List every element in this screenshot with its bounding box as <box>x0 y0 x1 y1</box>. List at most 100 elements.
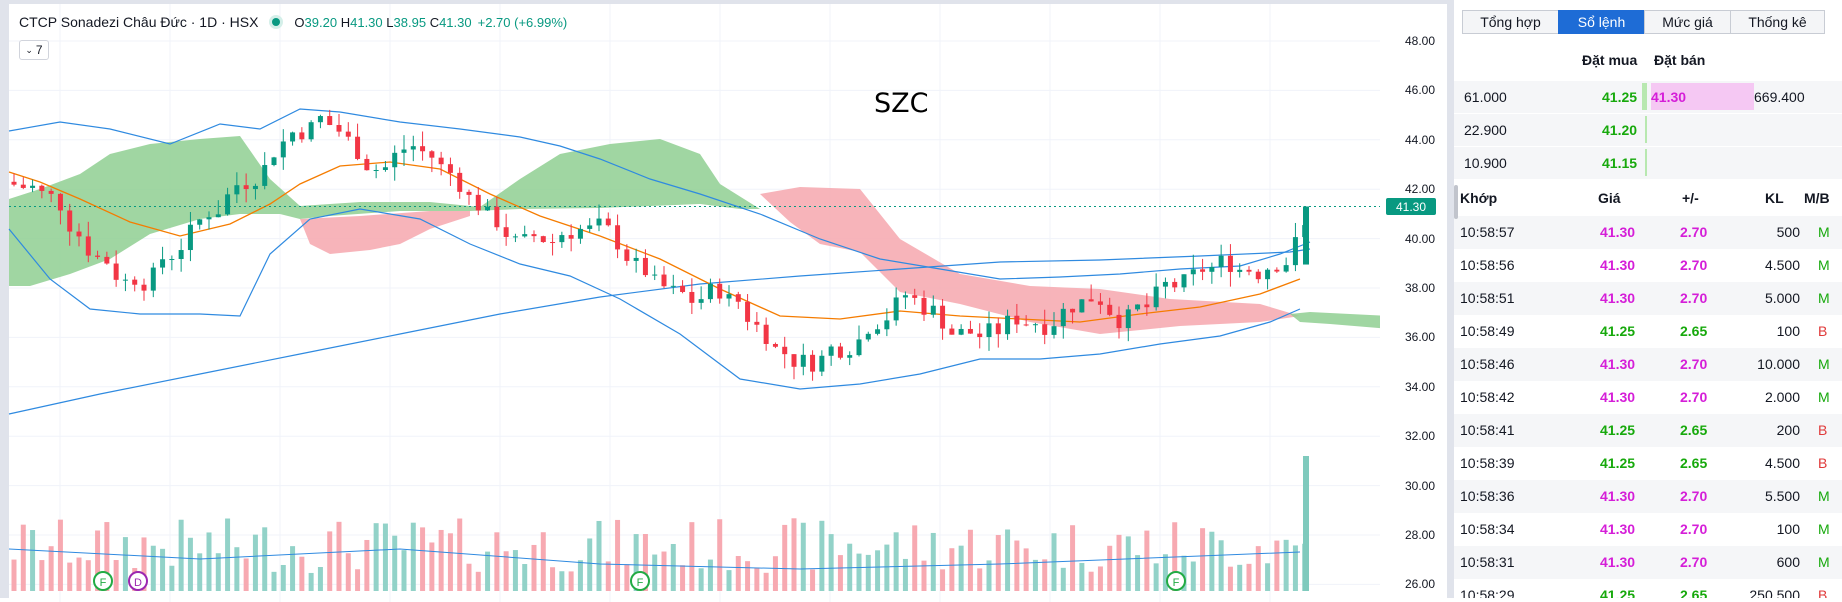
candle-body <box>856 339 862 356</box>
candle-body <box>754 321 760 325</box>
candle-body <box>373 169 379 171</box>
tab-tong-hop[interactable]: Tổng hợp <box>1462 10 1559 34</box>
candle-body <box>1218 255 1224 268</box>
volume-bar <box>512 550 518 591</box>
trade-row[interactable]: 10:58:57 41.30 2.70 500 M <box>1454 216 1842 249</box>
price-header: Giá <box>1598 190 1621 206</box>
candle-body <box>1051 326 1057 335</box>
trade-row[interactable]: 10:58:49 41.25 2.65 100 B <box>1454 315 1842 348</box>
volume-bar <box>364 539 370 591</box>
trade-row[interactable]: 10:58:51 41.30 2.70 5.000 M <box>1454 282 1842 315</box>
candle-body <box>364 158 370 171</box>
trade-price: 41.30 <box>1600 521 1636 537</box>
trade-time: 10:58:39 <box>1460 455 1515 471</box>
chart-title[interactable]: CTCP Sonadezi Châu Đức · 1D · HSX <box>19 14 259 30</box>
orderbook-row[interactable]: 61.000 41.25 41.30 669.400 <box>1454 81 1842 113</box>
trade-side: B <box>1818 587 1828 598</box>
trade-volume: 4.500 <box>1764 455 1800 471</box>
panel-divider[interactable] <box>1447 0 1454 598</box>
tab-thong-ke[interactable]: Thống kê <box>1730 10 1825 34</box>
trade-row[interactable]: 10:58:41 41.25 2.65 200 B <box>1454 414 1842 447</box>
candle-body <box>670 285 676 287</box>
candle-body <box>1014 315 1020 325</box>
trade-row[interactable]: 10:58:56 41.30 2.70 4.500 M <box>1454 249 1842 282</box>
volume-bar <box>596 520 602 591</box>
trade-price: 41.30 <box>1600 224 1636 240</box>
trade-price: 41.25 <box>1600 422 1636 438</box>
volume-bar <box>865 554 871 591</box>
orderbook-row[interactable]: 22.900 41.20 <box>1454 114 1842 146</box>
volume-bar <box>20 524 26 591</box>
volume-header: KL <box>1765 190 1784 206</box>
volume-bar <box>401 550 407 591</box>
trade-time: 10:58:46 <box>1460 356 1515 372</box>
ichimoku-cloud-bearish <box>300 211 470 254</box>
trade-time: 10:58:57 <box>1460 224 1515 240</box>
candle-body <box>847 355 853 358</box>
candle-body <box>772 343 778 347</box>
trade-row[interactable]: 10:58:42 41.30 2.70 2.000 M <box>1454 381 1842 414</box>
candle-body <box>902 295 908 298</box>
candle-body <box>1144 304 1150 308</box>
volume-bar <box>438 529 444 591</box>
trade-row[interactable]: 10:58:29 41.25 2.65 250.500 B <box>1454 579 1842 598</box>
side-header: M/B <box>1804 190 1830 206</box>
volume-bar <box>717 519 723 591</box>
orderbook-row[interactable]: 10.900 41.15 <box>1454 147 1842 179</box>
candle-body <box>717 283 723 299</box>
bollinger-upper-band <box>8 108 1311 280</box>
bollinger-lower-band <box>8 208 1301 390</box>
trade-price: 41.30 <box>1600 257 1636 273</box>
candle-body <box>1107 304 1113 315</box>
volume-bar <box>800 522 806 591</box>
candle-body <box>1060 308 1066 327</box>
volume-bar <box>187 537 193 591</box>
candle-body <box>438 157 444 165</box>
trade-change: 2.70 <box>1680 290 1708 306</box>
indicators-toggle-button[interactable]: ⌄ 7 <box>19 40 49 60</box>
candle-body <box>1097 301 1103 305</box>
trade-row[interactable]: 10:58:46 41.30 2.70 10.000 M <box>1454 348 1842 381</box>
trade-row[interactable]: 10:58:36 41.30 2.70 5.500 M <box>1454 480 1842 513</box>
trade-volume: 100 <box>1776 323 1800 339</box>
volume-bar <box>967 529 973 591</box>
candle-body <box>429 151 435 158</box>
volume-bar <box>262 527 268 591</box>
trade-change: 2.65 <box>1680 587 1708 598</box>
volume-bar <box>160 548 166 591</box>
candle-body <box>540 236 546 243</box>
volume-bar <box>1014 540 1020 591</box>
ichimoku-cloud-bearish <box>760 187 1300 334</box>
candle-body <box>104 256 110 264</box>
price-tick-label: 48.00 <box>1404 34 1435 48</box>
candle-body <box>475 194 481 211</box>
event-marker-label: F <box>637 577 644 589</box>
trade-row[interactable]: 10:58:34 41.30 2.70 100 M <box>1454 513 1842 546</box>
volume-bar <box>457 518 463 591</box>
tab-so-lenh[interactable]: Sổ lệnh <box>1558 10 1645 34</box>
volume-bar <box>503 551 509 591</box>
price-tick-label: 28.00 <box>1404 528 1435 542</box>
candle-body <box>187 224 193 251</box>
volume-bar <box>308 572 314 591</box>
volume-bar <box>1032 559 1038 591</box>
volume-bar <box>1116 534 1122 591</box>
trade-side: B <box>1818 422 1828 438</box>
trade-row[interactable]: 10:58:39 41.25 2.65 4.500 B <box>1454 447 1842 480</box>
candle-body <box>1190 269 1196 275</box>
tab-muc-gia[interactable]: Mức giá <box>1644 10 1731 34</box>
candle-body <box>763 324 769 344</box>
volume-bar <box>1153 563 1159 591</box>
candle-body <box>290 132 296 142</box>
trades-scrollbar[interactable] <box>1454 185 1458 219</box>
chart-panel[interactable]: F D F F CTCP Sonadezi Châu Đức · 1D · HSX O… <box>0 0 1447 602</box>
volume-bar <box>819 520 825 591</box>
trade-row[interactable]: 10:58:31 41.30 2.70 600 M <box>1454 546 1842 579</box>
volume-bar <box>782 524 788 591</box>
volume-bar <box>141 537 147 591</box>
chevron-down-icon: ⌄ <box>25 44 33 55</box>
candle-body <box>1032 324 1038 326</box>
volume-bar <box>252 534 258 591</box>
price-axis[interactable]: 48.00 46.00 44.00 42.00 40.00 38.00 36.00 34.00… <box>1380 4 1447 602</box>
